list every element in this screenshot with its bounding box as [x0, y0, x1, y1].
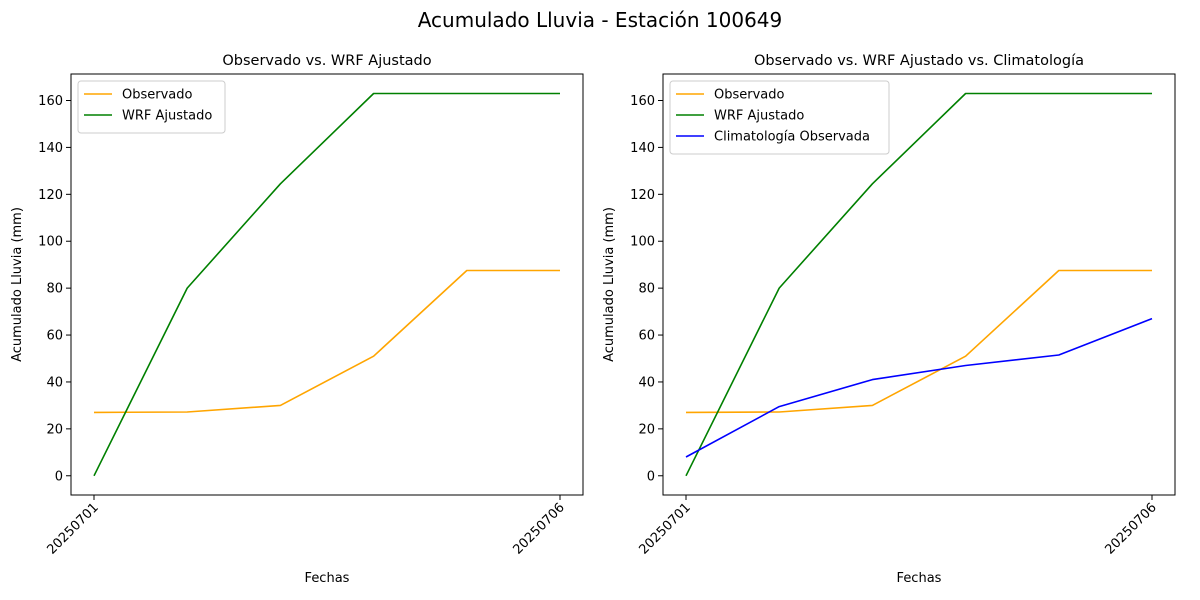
y-tick-label: 160	[38, 94, 63, 109]
y-tick-label: 140	[38, 141, 63, 156]
series-line-climatologia-observada	[685, 317, 1153, 458]
chart-panel-1: Observado vs. WRF Ajustado 0 20 40 60 80 100 12…	[10, 53, 584, 586]
x-axis-label: Fechas	[897, 571, 942, 586]
y-tick-label: 60	[46, 329, 63, 344]
axes-frame	[70, 73, 584, 496]
legend-label-observado: Observado	[714, 88, 785, 103]
y-tick-label: 40	[46, 375, 63, 390]
legend-label-wrf-ajustado: WRF Ajustado	[122, 109, 212, 124]
legend-label-wrf-ajustado: WRF Ajustado	[714, 109, 804, 124]
y-tick-label: 80	[46, 282, 63, 297]
y-tick-label: 100	[630, 235, 655, 250]
x-tick-label: 20250701	[636, 500, 693, 557]
chart-title: Observado vs. WRF Ajustado	[222, 53, 431, 69]
legend-label-observado: Observado	[122, 88, 193, 103]
y-tick-label: 20	[46, 422, 63, 437]
figure-title: Acumulado Lluvia - Estación 100649	[417, 8, 783, 32]
y-tick-label: 40	[638, 375, 655, 390]
y-tick-label: 120	[630, 188, 655, 203]
legend-box	[77, 80, 226, 134]
y-axis-label: Acumulado Lluvia (mm)	[602, 207, 617, 362]
series-line-wrf-ajustado	[93, 92, 560, 477]
x-axis-label: Fechas	[305, 571, 350, 586]
legend-label-climatologia-observada: Climatología Observada	[714, 130, 870, 145]
series-line-observado	[685, 269, 1152, 414]
y-axis-label: Acumulado Lluvia (mm)	[10, 207, 25, 362]
x-tick-label: 20250701	[44, 500, 101, 557]
axes-frame	[662, 73, 1176, 496]
x-tick-label: 20250706	[510, 500, 567, 557]
y-tick-label: 0	[55, 469, 63, 484]
y-tick-label: 140	[630, 141, 655, 156]
series-line-observado	[93, 269, 560, 414]
y-tick-label: 80	[638, 282, 655, 297]
chart-title: Observado vs. WRF Ajustado vs. Climatolo…	[754, 53, 1084, 69]
y-tick-label: 60	[638, 329, 655, 344]
x-tick-label: 20250706	[1102, 500, 1159, 557]
y-tick-label: 160	[630, 94, 655, 109]
legend-box	[669, 80, 890, 155]
y-tick-label: 120	[38, 188, 63, 203]
chart-panel-2: Observado vs. WRF Ajustado vs. Climatolo…	[602, 53, 1176, 586]
y-tick-label: 0	[647, 469, 655, 484]
y-tick-label: 100	[38, 235, 63, 250]
y-tick-label: 20	[638, 422, 655, 437]
series-line-wrf-ajustado	[685, 92, 1152, 477]
